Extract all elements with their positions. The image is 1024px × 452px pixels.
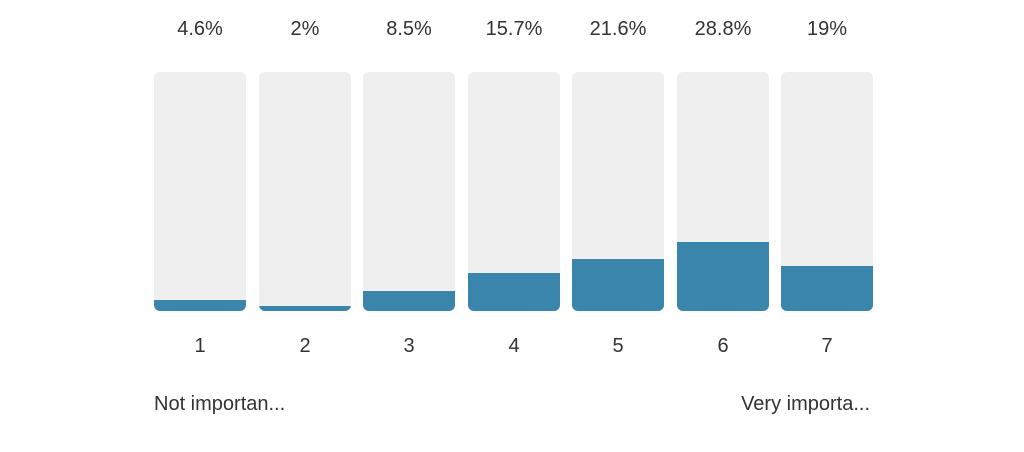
bar (572, 259, 664, 311)
bar (363, 291, 455, 311)
bar-value-label: 2% (290, 18, 320, 40)
bar-value-label: 4.6% (177, 18, 223, 40)
category-label: 5 (612, 335, 624, 357)
category-label: 6 (717, 335, 729, 357)
bar-value-label: 8.5% (386, 18, 432, 40)
scale-high-label: Very importa... (741, 393, 870, 415)
bar-value-label: 19% (806, 18, 848, 40)
bar-track (154, 72, 246, 311)
bar-track (572, 72, 664, 311)
bar (259, 306, 351, 311)
bar-value-label: 21.6% (589, 18, 647, 40)
category-label: 2 (299, 335, 311, 357)
bar-track (677, 72, 769, 311)
scale-low-label: Not importan... (154, 393, 286, 415)
bar-value-label: 15.7% (485, 18, 543, 40)
category-label: 1 (194, 335, 206, 357)
category-label: 3 (403, 335, 415, 357)
bar (468, 273, 560, 311)
bar-track (468, 72, 560, 311)
bar-track (363, 72, 455, 311)
bar (154, 300, 246, 311)
category-label: 7 (821, 335, 833, 357)
category-label: 4 (508, 335, 520, 357)
bar (781, 266, 873, 311)
bar-value-label: 28.8% (694, 18, 752, 40)
bar (677, 242, 769, 311)
bar-track (781, 72, 873, 311)
bar-track (259, 72, 351, 311)
